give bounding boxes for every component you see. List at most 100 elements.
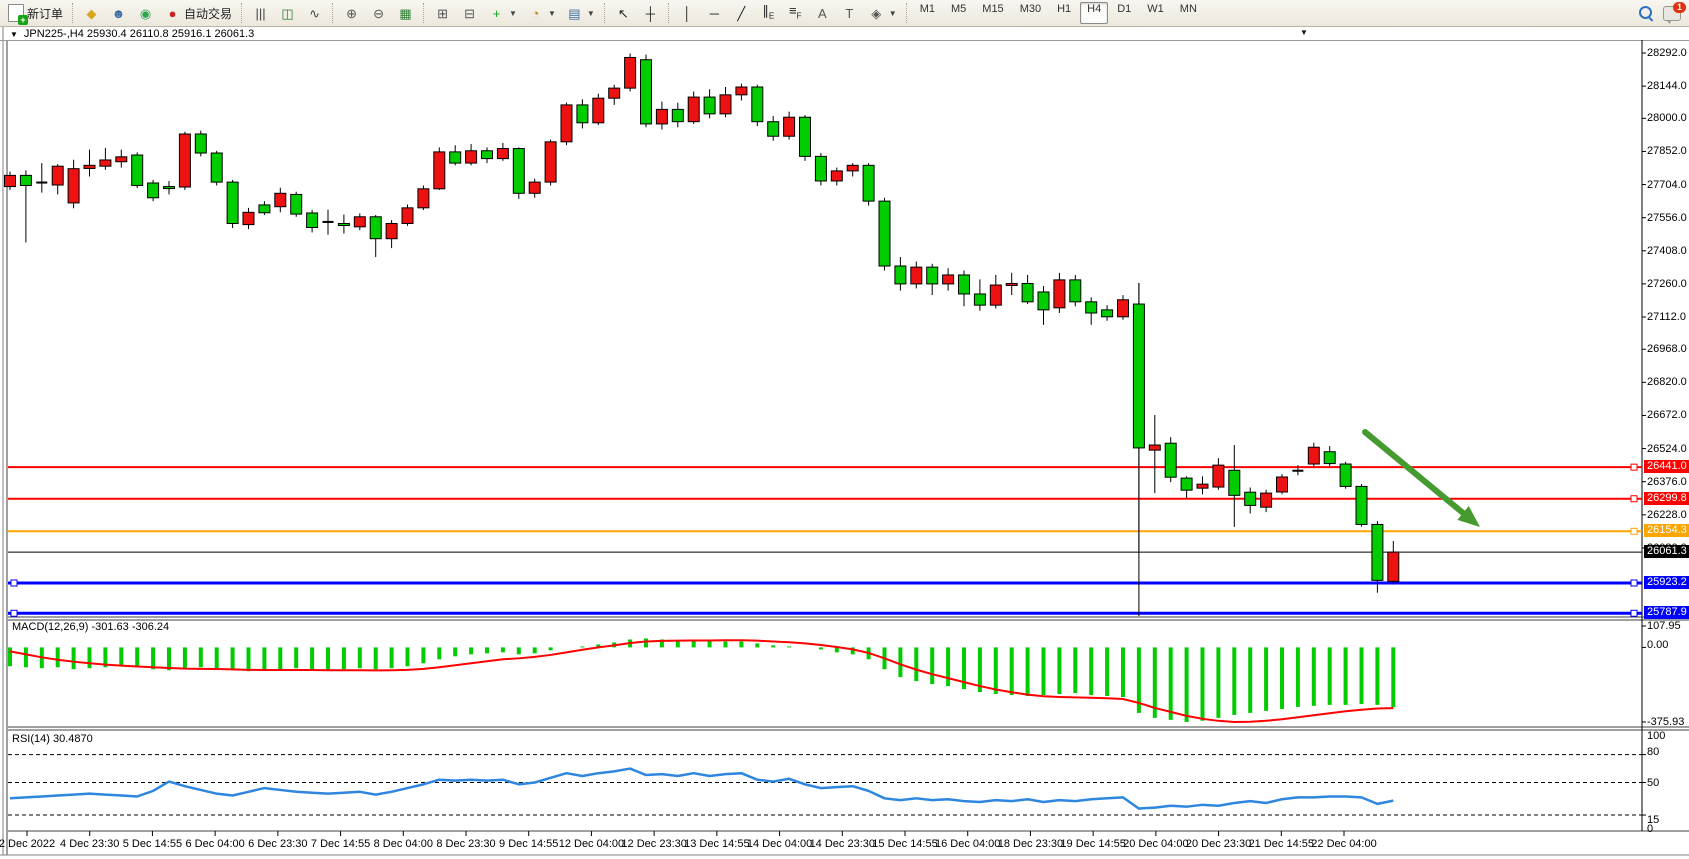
cursor-button[interactable]: ↖ [611,1,636,25]
new-chart-button[interactable]: + ▼ [484,1,521,25]
fibonacci-button[interactable]: ≡F [783,1,808,25]
text-button[interactable]: A [810,1,835,25]
profile-button[interactable]: ☻ [106,1,131,25]
candle [163,180,175,195]
hline-handle[interactable] [1630,463,1638,471]
template-button[interactable]: ▤ ▼ [562,1,599,25]
zoom-in-button[interactable]: ⊕ [339,1,364,25]
alerts-button[interactable]: ◆ [79,1,104,25]
chart-title-bar[interactable]: ▼ JPN225-,H4 25930.4 26110.8 25916.1 260… [0,27,1689,41]
crosshair-button[interactable]: ┼ [638,1,663,25]
macd-signal-line [9,639,1394,723]
text-label-button[interactable]: T [837,1,862,25]
chart-collapse-icon[interactable]: ▼ [10,29,18,39]
horizontal-line-button[interactable]: ─ [702,1,727,25]
timeframe-button-m30[interactable]: M30 [1019,3,1042,15]
candle [846,163,859,177]
candle [1148,415,1161,494]
candle [417,185,430,211]
candlestick-chart-button[interactable]: ◫ [275,1,300,25]
hline-handle[interactable] [1630,609,1638,617]
search-button[interactable] [1635,1,1657,25]
autotrade-button[interactable]: ● 自动交易 [160,1,236,25]
chart-shift-marker-icon[interactable]: ▼ [1300,28,1308,37]
timeframe-button-m15[interactable]: M15 [982,3,1004,15]
arrows-button[interactable]: ◈ ▼ [864,1,901,25]
hline-26299.8[interactable] [8,495,1642,503]
chart-title: JPN225-,H4 25930.4 26110.8 25916.1 26061… [23,28,255,40]
notifications-button[interactable]: 1 [1659,1,1686,25]
chevron-down-icon[interactable]: ▼ [547,8,556,18]
fibonacci-icon: ≡F [789,2,802,21]
arrange-horizontal-button[interactable]: ⊞ [430,1,455,25]
candle [751,84,764,127]
timeframe-button-d1[interactable]: D1 [1117,3,1132,15]
candle [1260,489,1273,513]
candle [194,130,207,157]
timeframe-button-w1[interactable]: W1 [1147,3,1164,15]
time-axis[interactable] [26,831,1345,836]
hline-26154.3[interactable] [8,527,1642,535]
timeframe-button-h4[interactable]: H4 [1080,2,1109,24]
candle [624,53,637,92]
hline-25787.9[interactable] [8,609,1642,617]
toolbar-separator [603,3,606,23]
hline-handle[interactable] [10,579,18,587]
timeframe-button-h1[interactable]: H1 [1057,3,1072,15]
shapes-icon: ◈ [871,5,882,21]
line-chart-button[interactable]: ∿ [302,1,327,25]
candle [306,210,319,233]
crosshair-icon: ┼ [645,5,655,21]
candle [703,89,716,119]
arrange-vertical-button[interactable]: ⊟ [457,1,482,25]
hline-26441.0[interactable] [8,463,1642,471]
timeframe-button-m1[interactable]: M1 [919,3,935,15]
candle [465,144,478,166]
hline-25923.2[interactable] [8,579,1642,587]
new-order-button-label: 新订单 [27,6,64,21]
bar-chart-button[interactable]: ||| [248,1,273,25]
hline-handle[interactable] [10,609,18,617]
candle [67,159,80,209]
candle [401,204,414,226]
candle [989,274,1002,309]
equidistant-channel-button[interactable]: ∥E [756,1,781,25]
candle [337,214,350,234]
arrange-vertical-icon: ⊟ [464,5,475,21]
candle [1244,487,1257,514]
hline-handle[interactable] [1630,495,1638,503]
candle [178,131,191,190]
chevron-down-icon[interactable]: ▼ [888,8,897,18]
tile-windows-icon: ▦ [399,5,412,21]
chevron-down-icon[interactable]: ▼ [586,8,595,18]
chevron-down-icon[interactable]: ▼ [509,8,517,18]
hline-handle[interactable] [1630,527,1638,535]
candle [4,171,16,190]
timeframe-button-m5[interactable]: M5 [951,3,967,15]
candle [322,209,334,235]
trend-arrow[interactable] [1362,429,1480,527]
toolbar-separator [423,3,425,23]
chart-frame [0,27,1689,856]
candle [99,147,112,170]
candle [1037,286,1050,325]
trendline-button[interactable]: ╱ [729,1,754,25]
candle [258,201,271,215]
candle [1323,446,1336,467]
signals-button[interactable]: ◉ [133,1,158,25]
timeframe-button-mn[interactable]: MN [1179,3,1197,15]
icon-subscript: E [768,11,775,21]
candle [290,191,303,217]
trendline-icon: ╱ [737,5,746,21]
new-order-button[interactable]: + 新订单 [4,1,67,25]
vertical-line-button[interactable]: │ [675,1,700,25]
hline-handle[interactable] [1630,579,1638,587]
candle [1212,458,1225,490]
candle [226,179,239,228]
tile-windows-button[interactable]: ▦ [393,1,418,25]
period-button[interactable]: ◔ ▼ [523,1,560,25]
candle [1228,444,1241,527]
zoom-out-button[interactable]: ⊖ [366,1,391,25]
